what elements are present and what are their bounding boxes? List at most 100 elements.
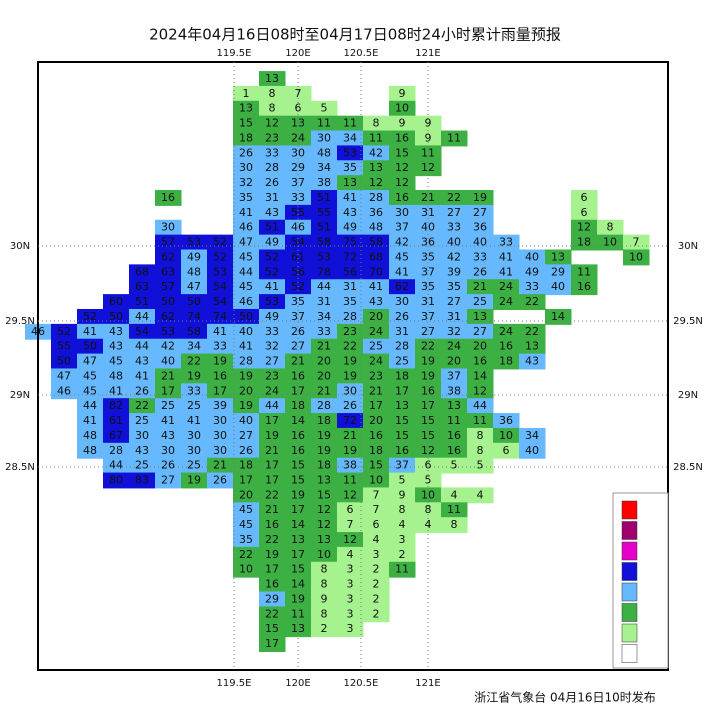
rain-value: 18	[369, 444, 383, 457]
rain-value: 37	[421, 265, 435, 278]
rain-value: 11	[291, 607, 305, 620]
rain-value: 7	[373, 488, 380, 501]
title: 2024年04月16日08时至04月17日08时24小时累计雨量预报	[149, 26, 561, 44]
rain-cell	[233, 427, 260, 444]
rain-value: 53	[187, 236, 201, 249]
rain-value: 37	[421, 310, 435, 323]
rain-value: 45	[395, 250, 409, 263]
rain-cell	[311, 190, 338, 206]
rain-cell	[129, 442, 156, 459]
rain-value: 15	[421, 414, 435, 427]
rain-value: 45	[83, 369, 97, 382]
rain-cell	[259, 115, 286, 132]
rain-value: 41	[395, 265, 409, 278]
rain-value: 38	[317, 176, 331, 189]
rain-cell	[259, 457, 286, 474]
rain-value: 44	[109, 459, 123, 472]
rain-value: 22	[265, 533, 279, 546]
rain-cell	[337, 383, 364, 400]
rain-cell	[389, 413, 416, 429]
rain-value: 48	[83, 444, 97, 457]
rain-cell	[155, 234, 182, 251]
rain-value: 30	[239, 161, 253, 174]
rain-value: 10	[239, 563, 253, 576]
rain-value: 46	[239, 221, 253, 234]
rain-value: 62	[395, 280, 409, 293]
rain-value: 24	[291, 131, 305, 144]
rain-cell	[389, 160, 416, 177]
rain-value: 58	[187, 325, 201, 338]
rain-value: 9	[425, 117, 432, 130]
rain-cell	[389, 517, 416, 534]
rain-cell	[259, 532, 286, 548]
rain-value: 24	[447, 340, 461, 353]
rain-value: 29	[291, 161, 305, 174]
rain-cell	[441, 427, 468, 444]
rain-value: 21	[369, 384, 383, 397]
rain-cell	[259, 368, 286, 385]
rain-cell	[337, 472, 364, 489]
rain-cell	[311, 338, 338, 355]
rain-value: 50	[161, 295, 175, 308]
rain-value: 41	[369, 280, 383, 293]
rain-value: 13	[369, 161, 383, 174]
rain-value: 33	[317, 325, 331, 338]
rain-value: 16	[473, 355, 487, 368]
rain-cell	[259, 636, 286, 652]
rain-cell	[311, 204, 338, 221]
rain-value: 20	[369, 310, 383, 323]
rain-value: 13	[343, 176, 357, 189]
rain-cell	[467, 457, 494, 474]
rain-cell	[415, 204, 442, 221]
rain-value: 17	[265, 459, 279, 472]
rain-value: 25	[395, 355, 409, 368]
rain-cell	[77, 442, 104, 459]
rain-cell	[311, 517, 338, 534]
rain-value: 14	[473, 369, 487, 382]
rain-cell	[493, 323, 520, 340]
rain-cell	[233, 532, 260, 548]
rain-cell	[259, 234, 286, 251]
rain-value: 36	[421, 236, 435, 249]
rain-value: 7	[347, 518, 354, 531]
rain-cell	[363, 353, 390, 370]
rain-cell	[467, 294, 494, 310]
rain-value: 47	[187, 280, 201, 293]
rain-cell	[545, 308, 572, 325]
rain-value: 22	[265, 607, 279, 620]
rain-value: 35	[239, 191, 253, 204]
rain-cell	[233, 160, 260, 177]
rain-value: 3	[347, 622, 354, 635]
rain-value: 37	[291, 310, 305, 323]
rain-cell	[363, 219, 390, 236]
rain-cell	[259, 294, 286, 310]
rain-cell	[181, 338, 208, 355]
rain-value: 3	[347, 607, 354, 620]
legend	[612, 492, 669, 669]
rain-value: 16	[447, 429, 461, 442]
rain-cell	[363, 487, 390, 504]
rain-cell	[233, 308, 260, 325]
rain-value: 33	[265, 325, 279, 338]
rain-value: 46	[57, 384, 71, 397]
rain-cell	[389, 487, 416, 504]
rain-value: 16	[421, 384, 435, 397]
rain-value: 30	[161, 444, 175, 457]
rain-cell	[441, 457, 468, 474]
rain-value: 18	[239, 131, 253, 144]
rain-value: 6	[581, 191, 588, 204]
rain-value: 28	[265, 161, 279, 174]
rain-value: 16	[265, 578, 279, 591]
rain-value: 12	[265, 117, 279, 130]
rain-cell	[259, 204, 286, 221]
rain-value: 7	[373, 503, 380, 516]
rain-value: 13	[265, 72, 279, 85]
rain-value: 32	[265, 340, 279, 353]
rain-value: 8	[321, 607, 328, 620]
rain-value: 19	[291, 592, 305, 605]
rain-cell	[337, 294, 364, 310]
rain-value: 36	[499, 414, 513, 427]
rain-cell	[233, 353, 260, 370]
rain-cell	[467, 190, 494, 206]
rain-cell	[415, 145, 442, 162]
